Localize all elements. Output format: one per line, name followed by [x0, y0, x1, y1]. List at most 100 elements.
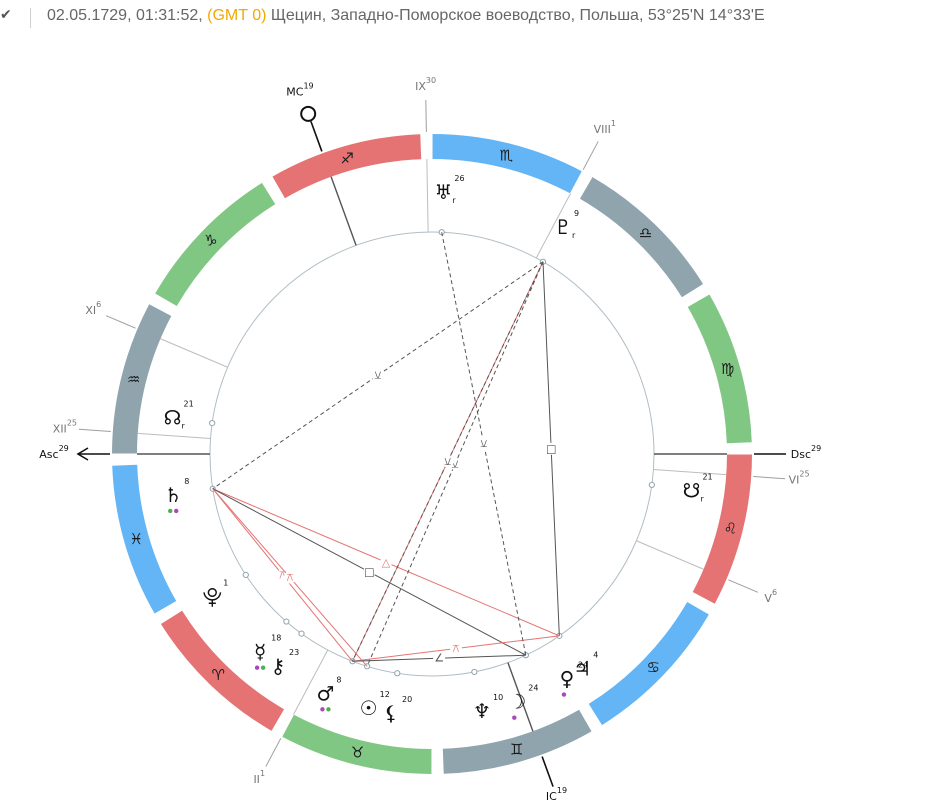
aspect-glyph-background	[545, 442, 558, 455]
zodiac-segment-virgo	[687, 294, 752, 444]
lilith-degree: 20	[402, 695, 412, 704]
lilith-position-marker	[394, 670, 401, 677]
house-label-XII: XII25	[53, 418, 77, 435]
uranus-degree: 26	[454, 174, 464, 183]
house-cusp-outer-IX	[425, 100, 427, 133]
mercury-marker-dot	[254, 665, 260, 670]
north-node-degree: 21	[184, 400, 194, 409]
virgo-icon: ♍	[721, 360, 734, 378]
saturn-marker-dot	[174, 508, 179, 514]
aspect-glyph-background	[477, 437, 490, 450]
proserpina-position-marker	[242, 571, 249, 579]
mercury-degree: 18	[271, 634, 281, 643]
mars-degree: 8	[336, 675, 341, 684]
gemini-icon: ♊	[510, 741, 523, 759]
semi-sextile-icon: ⚺	[480, 437, 487, 450]
mc-axis-inner	[330, 176, 357, 246]
mercury-icon: ☿	[254, 640, 266, 664]
moon-icon: ☽	[508, 690, 526, 714]
saturn-icon: ♄	[164, 483, 182, 507]
house-cusp-outer-V	[728, 579, 759, 593]
aspect-line-semi-sextile	[212, 261, 544, 490]
header-divider	[30, 8, 31, 28]
house-cusp-XII	[137, 432, 211, 440]
house-cusp-outer-VIII	[582, 141, 599, 170]
asc-arrow-icon	[76, 447, 89, 461]
zodiac-segment-gemini	[442, 709, 592, 774]
house-cusp-II	[293, 649, 329, 715]
sagittarius-icon: ♐	[341, 149, 354, 167]
mercury-marker-dot	[260, 665, 266, 670]
inner-circle	[209, 231, 655, 677]
aspect-glyph-background	[380, 556, 393, 569]
aspect-glyph-background	[441, 455, 454, 468]
jupiter-icon: ♃	[573, 657, 591, 681]
ic-axis-outer	[541, 756, 554, 787]
zodiac-segment-scorpio	[432, 134, 582, 194]
chiron-icon: ⚷	[271, 654, 286, 678]
uranus-retrograde-icon: r	[452, 196, 456, 205]
aquarius-icon: ♒	[127, 371, 140, 389]
saturn-marker-dot	[168, 508, 173, 514]
zodiac-segment-libra	[579, 177, 704, 298]
square-icon: □	[546, 442, 556, 455]
sun-degree: 12	[380, 690, 390, 699]
quincunx-icon: ⚻	[452, 642, 459, 655]
moon-degree: 24	[528, 684, 538, 693]
aspect-glyph-background	[363, 565, 376, 578]
saturn-degree: 8	[184, 477, 189, 486]
north-node-position-marker	[209, 420, 216, 427]
pisces-icon: ♓	[130, 530, 143, 548]
mc-marker	[300, 105, 317, 122]
house-label-IX: IX30	[415, 76, 436, 93]
south-node-icon: ☋	[683, 478, 701, 502]
zodiac-segment-capricorn	[155, 182, 276, 307]
proserpina-degree: 1	[223, 579, 228, 588]
house-cusp-outer-XII	[78, 428, 111, 433]
scorpio-icon: ♏	[500, 147, 514, 165]
house-cusp-XI	[160, 338, 228, 368]
neptune-icon: ♆	[473, 699, 491, 723]
aspect-glyph-background	[433, 652, 446, 665]
chart-header: ✔ 02.05.1729, 01:31:52, (GMT 0) Щецин, З…	[0, 0, 936, 36]
semi-sextile-icon: ⚺	[374, 369, 381, 382]
neptune-position-marker	[471, 668, 478, 676]
south-node-degree: 21	[702, 472, 712, 481]
zodiac-segment-aries	[160, 610, 285, 731]
mars-marker-dot	[320, 707, 325, 712]
capricorn-icon: ♑	[204, 231, 217, 249]
jupiter-degree: 4	[593, 651, 598, 660]
aspect-glyph-background	[371, 369, 384, 382]
mercury-position-marker	[283, 618, 290, 625]
house-cusp-VI	[653, 468, 727, 476]
cancer-icon: ♋	[646, 659, 659, 677]
south-node-position-marker	[648, 481, 655, 488]
house-label-II: II1	[253, 768, 265, 785]
taurus-icon: ♉	[351, 743, 364, 761]
north-node-icon: ☊	[164, 406, 182, 430]
chart-info: 02.05.1729, 01:31:52, (GMT 0) Щецин, Зап…	[47, 7, 765, 25]
pluto-degree: 9	[574, 209, 579, 218]
south-node-retrograde-icon: r	[700, 494, 704, 503]
ic-label: IC19	[546, 786, 567, 803]
house-label-VI: VI25	[789, 469, 810, 486]
north-node-retrograde-icon: r	[182, 422, 186, 431]
zodiac-segment-aquarius	[112, 304, 172, 454]
mars-icon: ♂	[316, 681, 334, 705]
house-label-XI: XI6	[85, 300, 101, 317]
mc-axis-outer	[310, 121, 323, 152]
venus-icon: ♀	[560, 667, 575, 691]
dsc-label: Dsc29	[791, 444, 821, 461]
zodiac-segment-pisces	[112, 464, 177, 614]
uranus-icon: ♅	[434, 180, 452, 204]
check-icon[interactable]: ✔	[0, 7, 12, 23]
semi-square-icon: ∠	[434, 652, 444, 665]
sun-icon: ☉	[360, 696, 378, 720]
mars-marker-dot	[326, 707, 331, 712]
aspect-glyph-background	[449, 642, 462, 655]
aspect-line-semi-sextile	[351, 261, 544, 662]
house-cusp-V	[636, 540, 704, 570]
quincunx-icon: ⚻	[279, 568, 286, 581]
pluto-icon: ♇	[554, 215, 572, 239]
